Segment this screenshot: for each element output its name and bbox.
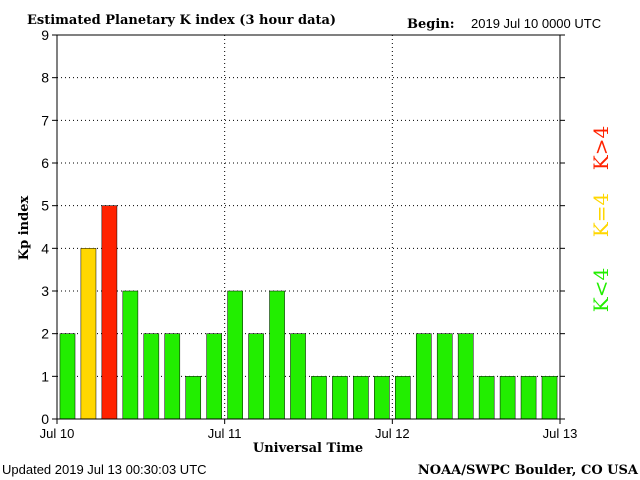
bar-4: [143, 333, 160, 420]
bar-10: [269, 290, 285, 420]
bar-17: [415, 333, 432, 420]
legend-item-2: K>4: [589, 126, 613, 170]
y-tick-label-6: 6: [41, 155, 49, 171]
bar-3: [122, 290, 139, 420]
bar-21: [499, 376, 516, 420]
legend: K<4 K=4 K>4: [589, 126, 613, 312]
y-tick-label-7: 7: [41, 112, 49, 128]
legend-item-0: K<4: [589, 268, 613, 312]
bar-14: [353, 376, 369, 420]
bar-8: [227, 290, 243, 420]
x-axis-ticks: Jul 10 Jul 11 Jul 12 Jul 13: [40, 419, 578, 441]
y-tick-label-2: 2: [41, 326, 49, 342]
x-tick-label-0: Jul 10: [40, 426, 75, 441]
bar-19: [457, 333, 474, 420]
bar-6: [185, 376, 202, 420]
y-tick-label-1: 1: [41, 368, 49, 384]
x-tick-label-2: Jul 12: [375, 426, 410, 441]
bar-22: [520, 376, 537, 420]
y-tick-label-9: 9: [41, 27, 49, 43]
x-tick-label-3: Jul 13: [543, 426, 578, 441]
y-axis-label: Kp index: [17, 196, 32, 261]
bar-9: [248, 333, 264, 420]
y-tick-label-5: 5: [41, 198, 49, 214]
bar-1: [80, 248, 97, 420]
grid-lines: [57, 35, 560, 419]
bar-18: [436, 333, 453, 420]
y-tick-label-3: 3: [41, 283, 49, 299]
bar-0: [59, 333, 76, 420]
bar-15: [374, 376, 390, 420]
bar-16: [395, 376, 411, 420]
bar-12: [311, 376, 327, 420]
bar-5: [164, 333, 181, 420]
bars: [59, 205, 558, 420]
plot-frame: [56, 34, 561, 420]
bar-11: [290, 333, 306, 420]
begin-label: Begin:: [407, 17, 455, 32]
y-tick-label-4: 4: [41, 240, 49, 256]
legend-item-1: K=4: [589, 193, 613, 237]
bar-20: [478, 376, 495, 420]
bar-7: [206, 333, 222, 420]
begin-value: 2019 Jul 10 0000 UTC: [471, 16, 601, 31]
y-tick-label-8: 8: [41, 70, 49, 86]
bar-13: [332, 376, 348, 420]
source-text: NOAA/SWPC Boulder, CO USA: [418, 463, 639, 478]
x-tick-label-1: Jul 11: [208, 426, 242, 441]
bar-2: [101, 205, 118, 420]
bar-23: [541, 376, 558, 420]
y-tick-label-0: 0: [41, 411, 49, 427]
chart-title: Estimated Planetary K index (3 hour data…: [27, 13, 336, 28]
updated-text: Updated 2019 Jul 13 00:30:03 UTC: [2, 462, 207, 477]
y-axis-ticks: 0 1 2 3 4 5 6 7 8 9: [41, 27, 565, 427]
x-axis-label: Universal Time: [253, 441, 363, 456]
